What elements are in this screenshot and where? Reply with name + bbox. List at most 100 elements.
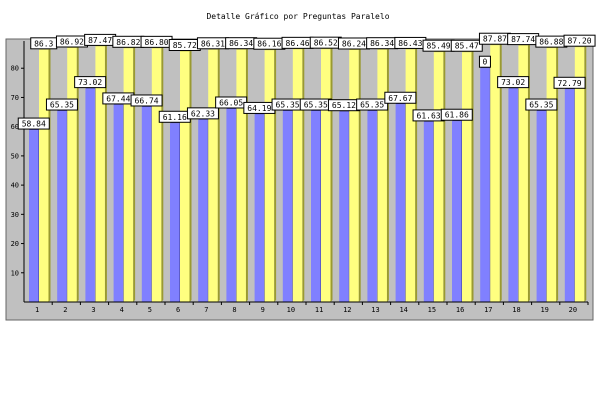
x-tick-label: 1 [35, 306, 39, 314]
x-tick-label: 3 [91, 306, 95, 314]
x-tick-label: 8 [232, 306, 236, 314]
data-label: 65.35 [50, 101, 74, 110]
bar [546, 48, 557, 302]
data-label: 72.79 [558, 79, 582, 88]
x-tick-label: 11 [315, 306, 323, 314]
x-tick-label: 4 [120, 306, 124, 314]
data-label: 86.31 [201, 39, 225, 48]
data-label: 65.35 [529, 101, 553, 110]
x-tick-label: 6 [176, 306, 180, 314]
bar-side [584, 45, 587, 302]
bar-side [330, 47, 333, 302]
bar [57, 111, 67, 302]
data-label: 86.88 [539, 38, 563, 47]
bar [141, 106, 152, 302]
bar [151, 48, 162, 303]
y-tick-label: 60 [11, 123, 19, 131]
data-label: 86.24 [342, 39, 366, 48]
bar-side [133, 46, 136, 303]
data-label-box [478, 55, 491, 68]
data-label-box [356, 98, 389, 111]
bar [480, 68, 490, 302]
y-tick-label: 40 [11, 182, 19, 190]
data-label-box [525, 98, 558, 111]
data-label: 67.44 [106, 94, 130, 103]
bar [123, 48, 134, 303]
data-label: 65.35 [360, 101, 384, 110]
x-tick-label: 14 [399, 306, 407, 314]
data-label: 66.05 [219, 98, 243, 107]
bar [236, 49, 246, 303]
bar-side [499, 43, 502, 302]
bar [564, 89, 575, 302]
bar [423, 121, 434, 302]
bar-side [161, 46, 164, 303]
bar [349, 49, 359, 303]
bar [395, 104, 406, 302]
data-label: 66.74 [135, 96, 159, 105]
bar-side [245, 47, 248, 303]
bar [574, 47, 585, 302]
x-axis: 1 2 3 4 5 6 7 8 9 10 11 12 13 14 15 16 17 18 19 20 [24, 301, 589, 314]
bar-side [274, 48, 277, 303]
data-label: 85.49 [427, 42, 451, 51]
bar [508, 88, 518, 303]
bar-side [302, 47, 305, 302]
data-label: 86.34 [370, 39, 394, 48]
data-label-box [17, 117, 50, 130]
bar [226, 108, 236, 303]
y-tick-label: 80 [11, 65, 19, 73]
data-label: 65.35 [304, 101, 328, 110]
bar-side [471, 50, 474, 302]
bar [518, 45, 528, 303]
bar [170, 123, 180, 302]
x-tick-label: 7 [204, 306, 208, 314]
data-label: 86.92 [60, 38, 84, 47]
data-label: 86.34 [229, 39, 253, 48]
x-tick-label: 18 [512, 306, 520, 314]
bar-side [415, 47, 418, 302]
y-tick-label: 50 [11, 152, 19, 160]
data-label: 87.87 [483, 35, 507, 44]
bar [95, 46, 105, 303]
data-label: 87.20 [568, 37, 592, 46]
bar [311, 111, 321, 302]
data-label: 61.86 [445, 111, 469, 120]
data-label-box [553, 76, 586, 89]
bar [113, 104, 124, 303]
bar-side [443, 50, 446, 302]
data-label: 61.16 [163, 113, 187, 122]
data-label-box [186, 107, 219, 120]
data-label: 65.35 [276, 101, 300, 110]
data-label: 86.3 [34, 39, 53, 48]
data-label-box [384, 91, 417, 104]
bar [405, 49, 416, 302]
data-label: 67.67 [388, 94, 412, 103]
data-label: 58.84 [22, 120, 46, 129]
data-label: 64.19 [247, 104, 271, 113]
data-label: 61.63 [417, 111, 441, 120]
y-tick-label: 30 [11, 211, 19, 219]
bar [452, 121, 462, 303]
y-tick-label: 20 [11, 240, 19, 248]
data-label-box [130, 94, 163, 107]
bar [29, 130, 39, 302]
x-tick-label: 5 [148, 306, 152, 314]
data-label: 86.52 [314, 39, 338, 48]
bar [198, 119, 208, 303]
bar [292, 49, 303, 302]
data-label: 86.82 [116, 38, 140, 47]
bar-side [386, 47, 389, 303]
y-tick-label: 70 [11, 94, 19, 102]
x-tick-label: 19 [540, 306, 548, 314]
data-label: 87.74 [511, 35, 535, 44]
x-tick-label: 13 [371, 306, 379, 314]
x-tick-label: 15 [428, 306, 436, 314]
data-label-box [563, 34, 596, 47]
data-label: 65.12 [332, 101, 356, 110]
data-label: 85.47 [455, 42, 479, 51]
bar-side [48, 47, 51, 302]
bar [282, 111, 293, 302]
bar [254, 114, 265, 303]
bar [536, 111, 547, 302]
